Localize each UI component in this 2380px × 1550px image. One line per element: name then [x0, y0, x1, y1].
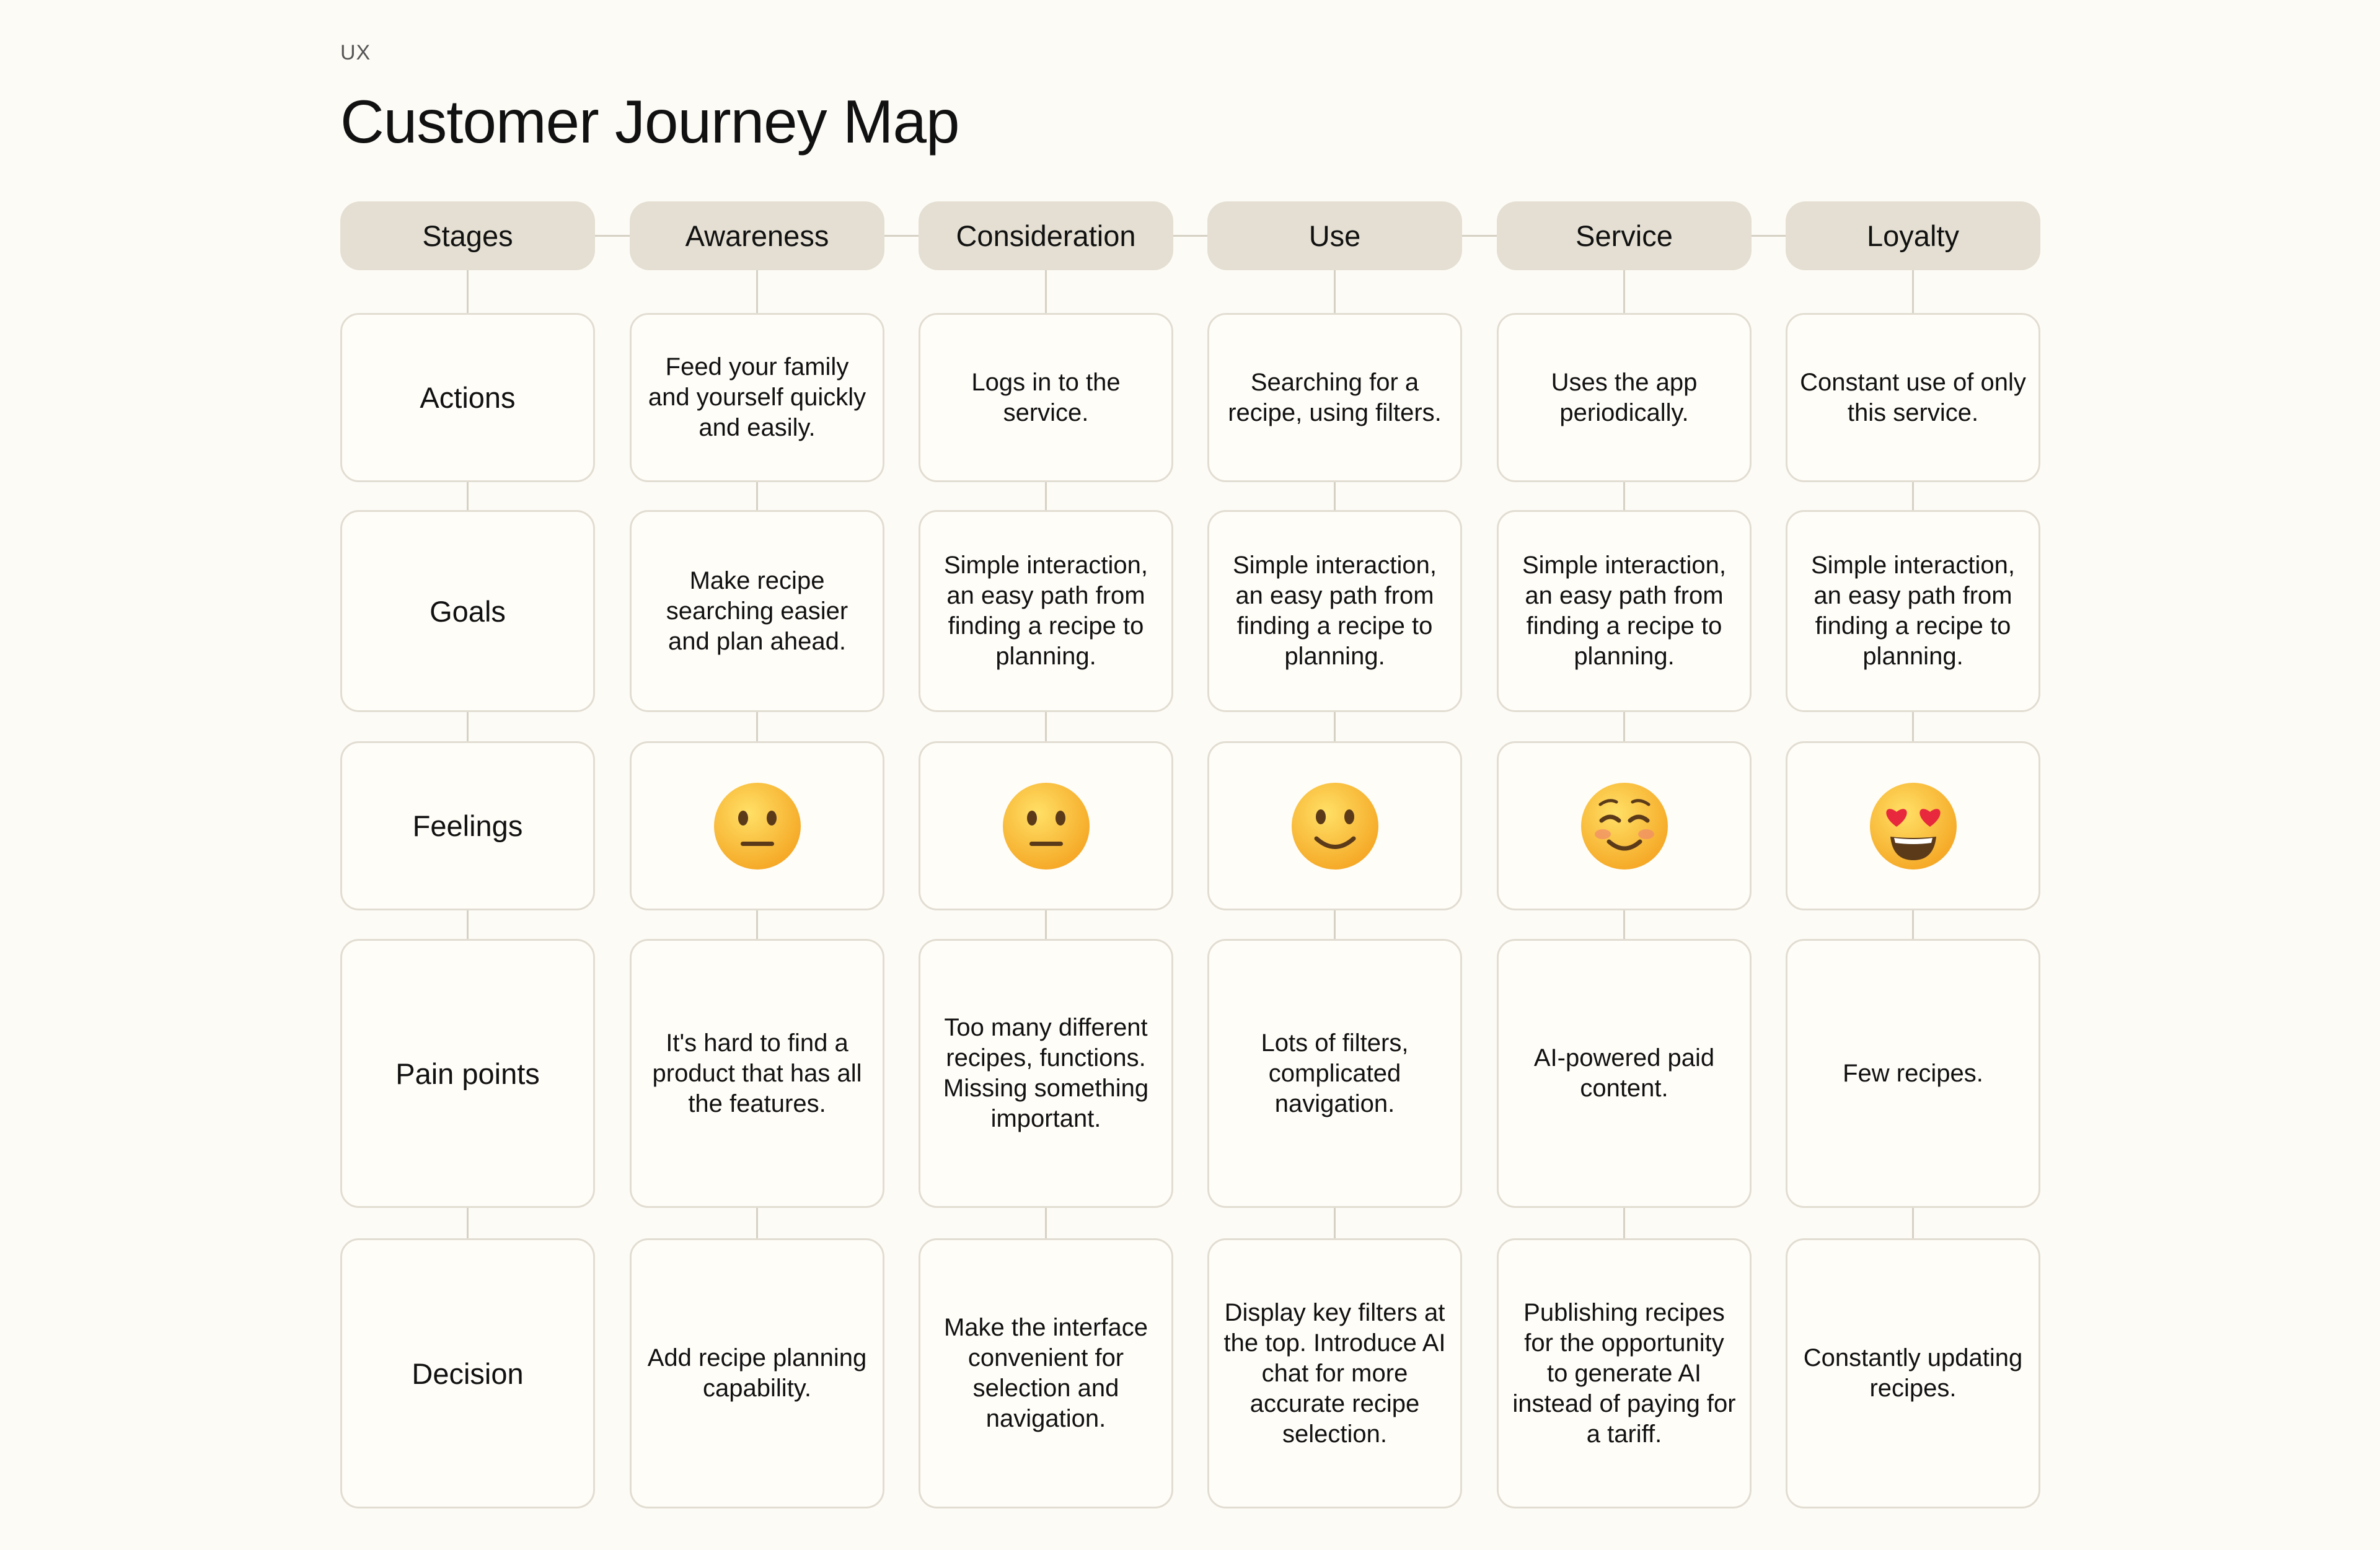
pain-points-cell: Too many different recipes, functions. M…	[919, 939, 1173, 1208]
vertical-connector-line	[756, 1208, 758, 1238]
vertical-connector-line	[1623, 910, 1625, 939]
vertical-connector-line	[467, 910, 469, 939]
neutral-face-icon	[711, 780, 804, 873]
vertical-connector-line	[1045, 910, 1047, 939]
eyebrow-label: UX	[340, 41, 371, 64]
stages-header-pill: Stages	[340, 201, 595, 270]
decision-cell-text: Publishing recipes for the opportunity t…	[1512, 1298, 1736, 1448]
goals-cell-text: Simple interaction, an easy path from fi…	[1522, 552, 1727, 670]
vertical-connector-line	[467, 1208, 469, 1238]
goals-cell: Simple interaction, an easy path from fi…	[1786, 510, 2040, 712]
neutral-face-icon	[1000, 780, 1093, 873]
vertical-connector-line	[1334, 270, 1336, 313]
actions-cell-text: Logs in to the service.	[971, 368, 1121, 426]
pain-points-cell-text: It's hard to find a product that has all…	[652, 1029, 862, 1117]
decision-cell: Publishing recipes for the opportunity t…	[1497, 1238, 1752, 1508]
pain-points-cell: Lots of filters, complicated navigation.	[1207, 939, 1462, 1208]
vertical-connector-line	[1912, 482, 1914, 510]
pain-points-cell-text: Too many different recipes, functions. M…	[943, 1014, 1149, 1132]
vertical-connector-line	[1912, 712, 1914, 741]
decision-cell: Add recipe planning capability.	[630, 1238, 884, 1508]
header-connector-line	[1462, 235, 1497, 237]
pain-points-cell-text: Lots of filters, complicated navigation.	[1261, 1029, 1409, 1117]
goals-cell: Simple interaction, an easy path from fi…	[1497, 510, 1752, 712]
vertical-connector-line	[1912, 270, 1914, 313]
decision-cell-text: Make the interface convenient for select…	[943, 1314, 1148, 1432]
actions-cell: Logs in to the service.	[919, 313, 1173, 482]
row-label-feelings: Feelings	[340, 741, 595, 910]
vertical-connector-line	[1623, 712, 1625, 741]
decision-cell: Display key filters at the top. Introduc…	[1207, 1238, 1462, 1508]
vertical-connector-line	[1912, 1208, 1914, 1238]
feelings-cell	[630, 741, 884, 910]
goals-cell-text: Make recipe searching easier and plan ah…	[666, 566, 848, 655]
feelings-cell	[1497, 741, 1752, 910]
vertical-connector-line	[467, 482, 469, 510]
pain-points-cell-text: AI-powered paid content.	[1533, 1044, 1715, 1102]
stage-pill-consideration: Consideration	[919, 201, 1173, 270]
heart-eyes-face-icon	[1867, 780, 1960, 873]
actions-cell-text: Searching for a recipe, using filters.	[1228, 368, 1442, 426]
pain-points-cell-text: Few recipes.	[1843, 1059, 1983, 1087]
actions-cell: Searching for a recipe, using filters.	[1207, 313, 1462, 482]
actions-cell: Feed your family and yourself quickly an…	[630, 313, 884, 482]
header-connector-line	[595, 235, 630, 237]
feelings-cell	[1207, 741, 1462, 910]
slightly-smiling-face-icon	[1289, 780, 1382, 873]
vertical-connector-line	[1045, 712, 1047, 741]
vertical-connector-line	[467, 712, 469, 741]
goals-cell: Simple interaction, an easy path from fi…	[919, 510, 1173, 712]
vertical-connector-line	[756, 482, 758, 510]
vertical-connector-line	[1623, 1208, 1625, 1238]
smiling-face-icon	[1578, 780, 1671, 873]
row-label-pain-points: Pain points	[340, 939, 595, 1208]
page-title: Customer Journey Map	[340, 87, 960, 156]
stage-pill-service: Service	[1497, 201, 1752, 270]
vertical-connector-line	[1334, 910, 1336, 939]
goals-cell-text: Simple interaction, an easy path from fi…	[1232, 552, 1437, 670]
decision-cell: Make the interface convenient for select…	[919, 1238, 1173, 1508]
actions-cell-text: Constant use of only this service.	[1800, 368, 2026, 426]
pain-points-cell: AI-powered paid content.	[1497, 939, 1752, 1208]
header-connector-line	[1173, 235, 1207, 237]
header-connector-line	[884, 235, 919, 237]
goals-cell-text: Simple interaction, an easy path from fi…	[943, 552, 1148, 670]
pain-points-cell: It's hard to find a product that has all…	[630, 939, 884, 1208]
vertical-connector-line	[756, 910, 758, 939]
vertical-connector-line	[756, 270, 758, 313]
goals-cell: Make recipe searching easier and plan ah…	[630, 510, 884, 712]
decision-cell-text: Add recipe planning capability.	[647, 1344, 867, 1402]
vertical-connector-line	[1045, 482, 1047, 510]
stage-pill-use: Use	[1207, 201, 1462, 270]
vertical-connector-line	[467, 270, 469, 313]
vertical-connector-line	[1912, 910, 1914, 939]
decision-cell-text: Constantly updating recipes.	[1803, 1344, 2023, 1402]
vertical-connector-line	[1334, 712, 1336, 741]
decision-cell-text: Display key filters at the top. Introduc…	[1223, 1298, 1446, 1448]
vertical-connector-line	[1334, 1208, 1336, 1238]
actions-cell: Constant use of only this service.	[1786, 313, 2040, 482]
goals-cell-text: Simple interaction, an easy path from fi…	[1810, 552, 2016, 670]
actions-cell: Uses the app periodically.	[1497, 313, 1752, 482]
row-label-decision: Decision	[340, 1238, 595, 1508]
vertical-connector-line	[1334, 482, 1336, 510]
header-connector-line	[1752, 235, 1786, 237]
row-label-actions: Actions	[340, 313, 595, 482]
feelings-cell	[1786, 741, 2040, 910]
pain-points-cell: Few recipes.	[1786, 939, 2040, 1208]
vertical-connector-line	[756, 712, 758, 741]
stage-pill-awareness: Awareness	[630, 201, 884, 270]
actions-cell-text: Uses the app periodically.	[1551, 368, 1698, 426]
vertical-connector-line	[1045, 270, 1047, 313]
stage-pill-loyalty: Loyalty	[1786, 201, 2040, 270]
decision-cell: Constantly updating recipes.	[1786, 1238, 2040, 1508]
vertical-connector-line	[1045, 1208, 1047, 1238]
vertical-connector-line	[1623, 482, 1625, 510]
goals-cell: Simple interaction, an easy path from fi…	[1207, 510, 1462, 712]
vertical-connector-line	[1623, 270, 1625, 313]
row-label-goals: Goals	[340, 510, 595, 712]
feelings-cell	[919, 741, 1173, 910]
actions-cell-text: Feed your family and yourself quickly an…	[648, 353, 866, 441]
